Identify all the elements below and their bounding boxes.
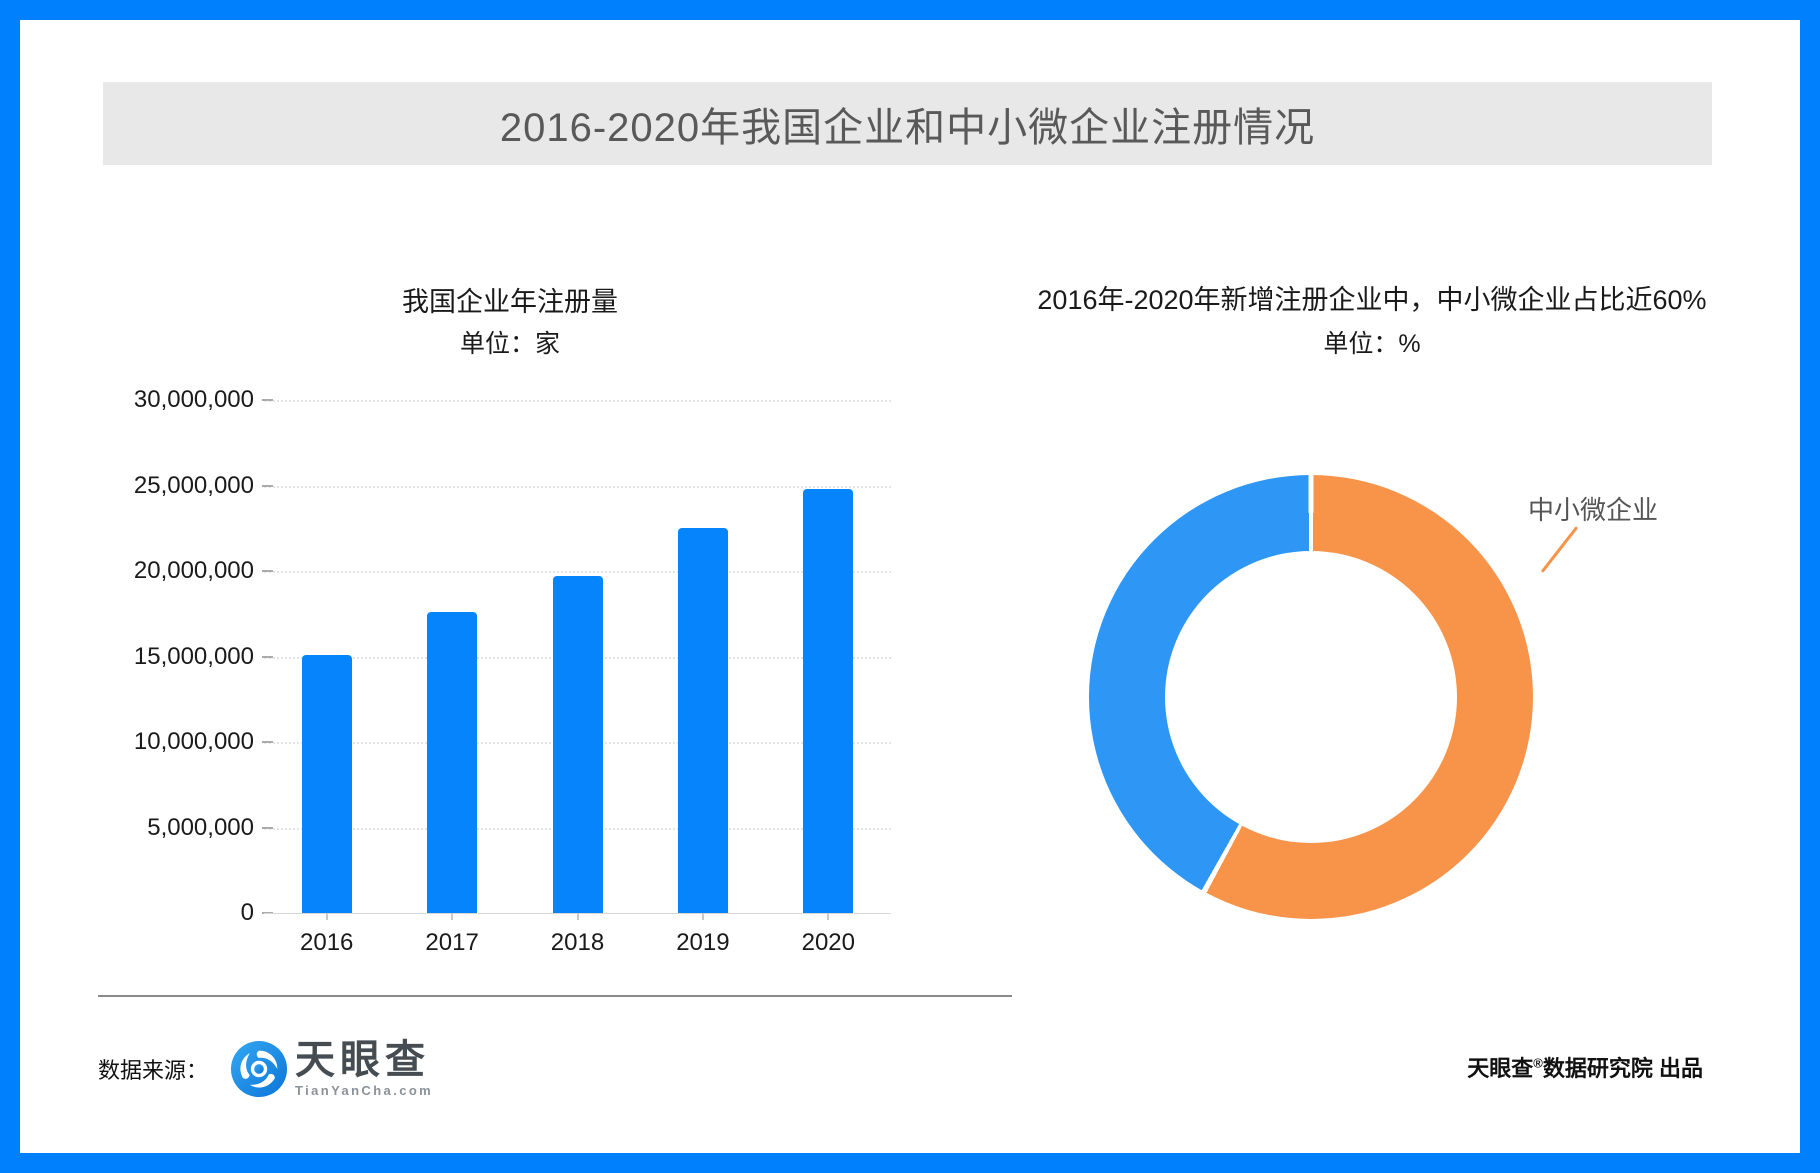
donut-slice-label: 中小微企业: [1528, 495, 1659, 525]
credit-brand: 天眼查: [1467, 1056, 1534, 1081]
credit-line: 天眼查®数据研究院 出品: [1467, 1051, 1703, 1083]
gridline: [264, 485, 891, 488]
y-axis-label: 25,000,000: [133, 471, 254, 499]
x-axis-label: 2017: [425, 929, 479, 956]
y-axis-label: 5,000,000: [147, 813, 254, 841]
y-axis-label: 20,000,000: [133, 557, 254, 584]
x-axis-tick: [325, 913, 328, 920]
title-banner: 2016-2020年我国企业和中小微企业注册情况: [103, 82, 1712, 165]
donut-leader-line: [1540, 526, 1579, 573]
x-axis-label: 2016: [299, 929, 354, 956]
page-title: 2016-2020年我国企业和中小微企业注册情况: [499, 105, 1316, 150]
x-axis-tick: [701, 913, 704, 920]
y-axis-tick: [262, 741, 273, 743]
bar-chart-unit-label: 单位：家: [459, 330, 560, 358]
bar-chart-title: 我国企业年注册量: [402, 287, 618, 317]
y-axis-tick: [262, 399, 273, 401]
y-axis-tick: [262, 826, 273, 829]
donut-chart: [1089, 475, 1533, 919]
data-source-label: 数据来源：: [98, 1058, 209, 1083]
bar-chart: 0 5,000,000 10,000,000 15,000,000 20,000,000…: [134, 386, 891, 956]
y-axis-label: 10,000,000: [133, 728, 254, 755]
y-axis-label: 15,000,000: [133, 642, 254, 670]
footer-divider: [98, 995, 1012, 997]
donut-chart-unit-label: 单位：%: [1323, 330, 1421, 358]
data-source-block: 数据来源： 天眼查 TianYanCha.com: [98, 1040, 433, 1098]
credit-rest: 数据研究院 出品: [1542, 1056, 1703, 1081]
x-axis-label: 2020: [801, 929, 855, 956]
y-axis-label: 0: [240, 899, 254, 926]
tianyancha-logo-icon: [230, 1040, 288, 1098]
bar: [427, 612, 478, 913]
bar: [552, 576, 603, 913]
x-axis-label: 2019: [676, 929, 730, 956]
donut-chart-title: 2016年-2020年新增注册企业中，中小微企业占比近60%: [1037, 285, 1707, 315]
x-axis-label: 2018: [550, 929, 605, 956]
x-axis-tick: [451, 913, 454, 920]
x-axis-tick: [576, 913, 579, 920]
brand-url: TianYanCha.com: [295, 1083, 434, 1098]
brand-block: 天眼查 TianYanCha.com: [295, 1040, 433, 1098]
donut-hole: [1165, 551, 1457, 843]
gridline: [264, 571, 891, 573]
x-axis-tick: [827, 913, 830, 920]
brand-name: 天眼查: [295, 1038, 431, 1082]
y-axis-tick: [262, 484, 273, 487]
y-axis-label: 30,000,000: [133, 386, 254, 413]
bar: [677, 528, 728, 913]
y-axis-tick: [262, 570, 273, 572]
gridline: [264, 400, 891, 402]
registered-mark: ®: [1533, 1055, 1543, 1071]
bar: [301, 654, 352, 913]
bar: [803, 488, 854, 913]
y-axis-tick: [262, 655, 273, 658]
